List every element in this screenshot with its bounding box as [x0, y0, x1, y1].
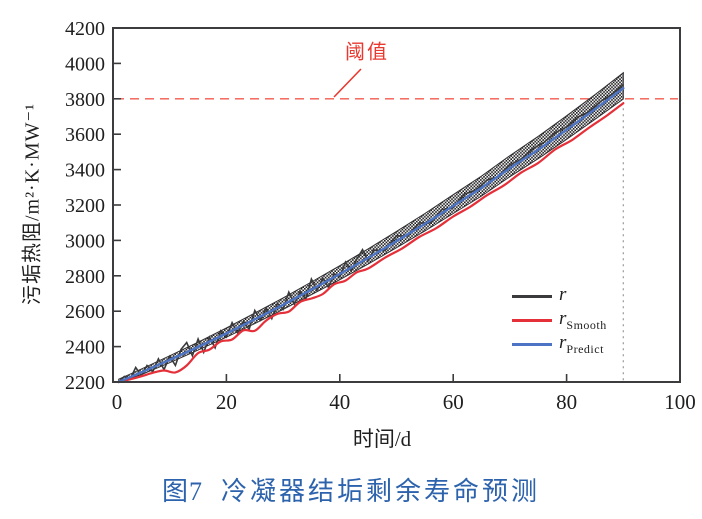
- chart-legend: r rSmooth rPredict: [512, 284, 607, 356]
- series-r-smooth-line: [117, 102, 625, 384]
- x-tick-label: 80: [556, 390, 577, 414]
- y-tick-label: 3400: [65, 160, 105, 182]
- y-tick-label: 3200: [65, 195, 105, 217]
- x-tick-label: 0: [112, 390, 123, 414]
- figure-caption-number: 图7: [161, 477, 203, 506]
- legend-swatch-r: [512, 294, 552, 298]
- x-tick-label: 20: [216, 390, 237, 414]
- series-r-predict-line: [117, 87, 625, 384]
- threshold-leader-line: [333, 68, 362, 98]
- y-tick-label: 3600: [65, 124, 105, 146]
- x-tick-label: 60: [443, 390, 464, 414]
- legend-label-r-predict-sub: Predict: [566, 341, 604, 356]
- y-tick-label: 4200: [65, 18, 105, 40]
- legend-swatch-r-predict: [512, 342, 552, 346]
- y-axis-title: 污垢热阻/m²·K·MW⁻¹: [21, 102, 44, 306]
- legend-label-r-predict: rPredict: [559, 333, 604, 355]
- y-tick-label: 2600: [65, 301, 105, 323]
- figure-caption-title: 冷凝器结垢剩余寿命预测: [221, 477, 541, 506]
- legend-label-r-smooth-main: r: [559, 308, 567, 330]
- y-tick-label: 2200: [65, 372, 105, 394]
- legend-label-r: r: [559, 285, 566, 307]
- y-tick-label: 4000: [65, 53, 105, 75]
- chart-canvas: 2200 2400 2600 2800 3000 3200 3400 3600 3800 4000…: [65, 18, 696, 414]
- legend-item-r: r: [512, 284, 607, 308]
- threshold-annotation-label: 阈值: [345, 41, 389, 64]
- legend-swatch-r-smooth: [512, 318, 552, 322]
- legend-label-r-smooth-sub: Smooth: [566, 317, 607, 332]
- x-tick-label: 40: [329, 390, 350, 414]
- y-tick-label: 2400: [65, 337, 105, 359]
- x-axis-title: 时间/d: [352, 427, 412, 451]
- legend-item-r-predict: rPredict: [512, 332, 607, 356]
- y-tick-label: 3800: [65, 89, 105, 111]
- figure-caption: 图7 冷凝器结垢剩余寿命预测: [0, 471, 702, 508]
- legend-item-r-smooth: rSmooth: [512, 308, 607, 332]
- legend-label-r-main: r: [559, 284, 567, 306]
- y-tick-label: 2800: [65, 266, 105, 288]
- legend-label-r-smooth: rSmooth: [559, 309, 607, 331]
- x-tick-label: 100: [664, 390, 696, 414]
- legend-label-r-predict-main: r: [559, 332, 567, 354]
- confidence-band: [118, 71, 624, 383]
- y-tick-label: 3000: [65, 230, 105, 252]
